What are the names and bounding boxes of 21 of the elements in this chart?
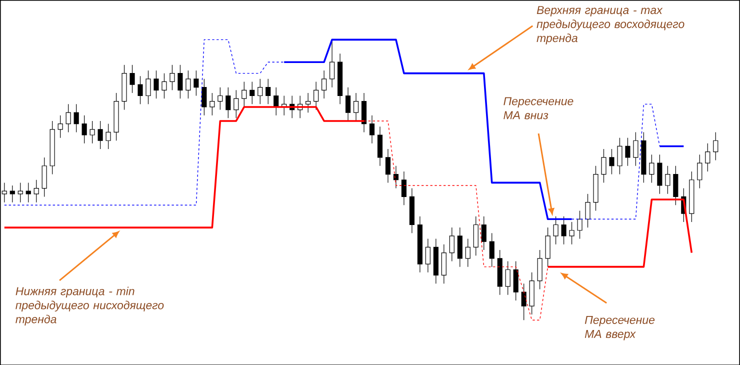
candlestick [393, 165, 399, 188]
candlestick [369, 114, 375, 144]
candlestick [417, 216, 422, 273]
candlestick [425, 238, 430, 273]
candlestick [345, 86, 351, 122]
candlestick [433, 238, 438, 284]
annotation: Верхняя граница - max предыдущего восходящего тренда [536, 6, 684, 44]
candlestick [337, 53, 343, 104]
annotation: Пересечение МА вниз [504, 97, 574, 120]
candlestick [330, 39, 335, 88]
annotation: Нижняя граница - min предыдущего нисходящего тренда [16, 286, 164, 326]
candlestick [314, 81, 319, 110]
candlestick [322, 70, 327, 99]
candlestick [306, 92, 311, 113]
candlestick [353, 92, 359, 122]
candlestick [385, 148, 391, 183]
candlestick [409, 188, 414, 234]
candlestick [377, 126, 383, 166]
candlestick [361, 92, 367, 132]
annotation: Пересечение МА вверх [584, 316, 655, 340]
candlestick [401, 170, 407, 206]
